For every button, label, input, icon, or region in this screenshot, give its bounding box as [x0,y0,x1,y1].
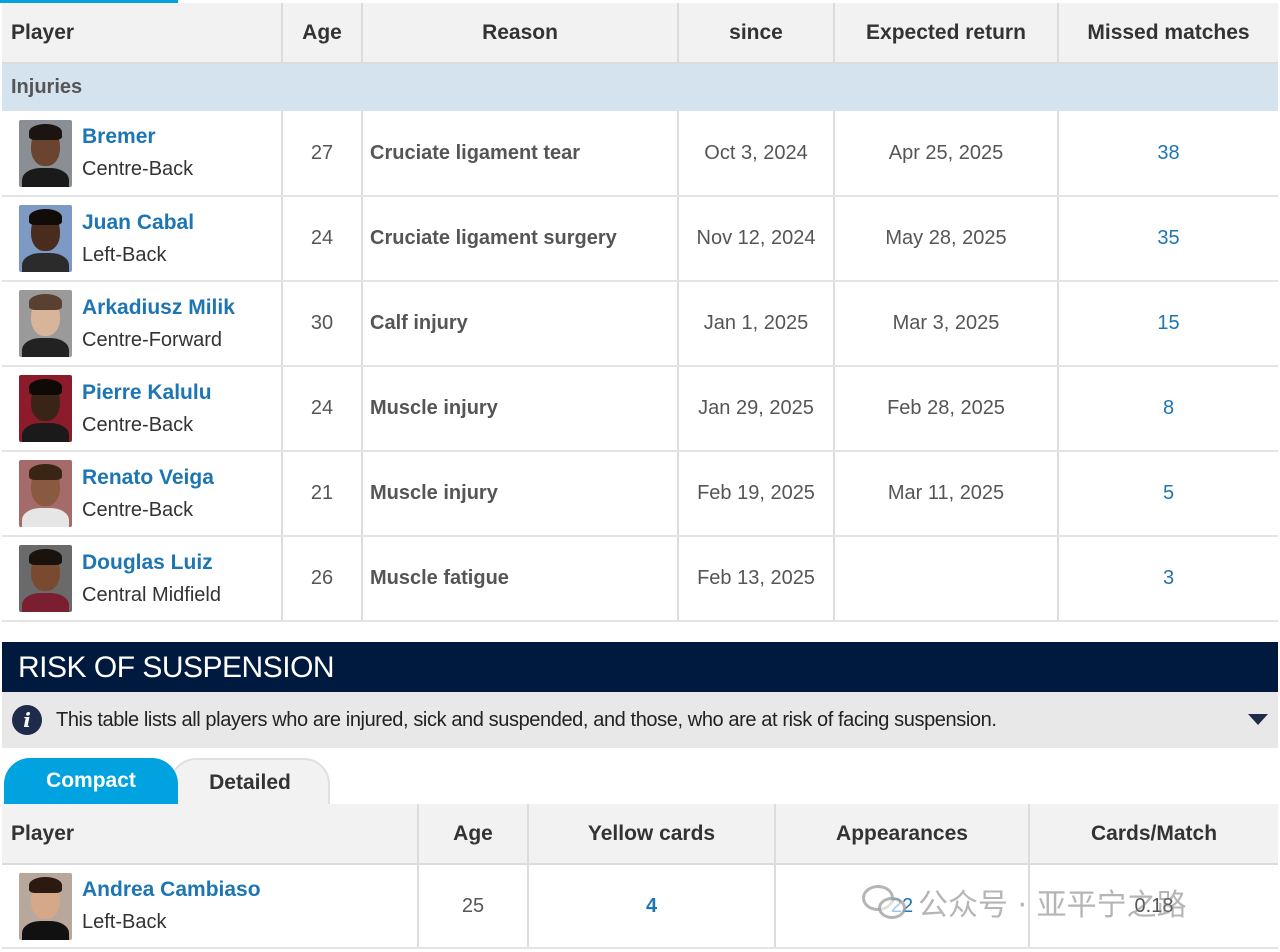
player-position: Centre-Back [82,413,194,436]
header-player[interactable]: Player [2,804,419,865]
yellow-cards-link[interactable]: 4 [528,864,776,949]
player-position: Centre-Back [82,498,194,521]
since-cell: Feb 13, 2025 [678,536,835,622]
header-yellow-cards[interactable]: Yellow cards [528,804,776,865]
player-cell: Pierre Kalulu Centre-Back [2,366,283,452]
player-name-link[interactable]: Bremer [82,125,156,148]
player-name-link[interactable]: Juan Cabal [82,210,195,234]
avatar[interactable] [19,872,72,940]
expected-return-cell: Mar 11, 2025 [834,451,1059,537]
age-cell: 24 [282,196,363,282]
avatar[interactable] [19,290,72,357]
table-row: Pierre Kalulu Centre-Back 24 Muscle inju… [2,366,1278,452]
avatar[interactable] [19,460,72,527]
player-position: Central Midfield [82,583,221,606]
player-name-link[interactable]: Andrea Cambiaso [82,878,261,901]
header-since[interactable]: since [678,3,835,64]
expected-return-cell: May 28, 2025 [834,196,1059,282]
reason-cell: Muscle injury [362,451,679,537]
player-cell: Arkadiusz Milik Centre-Forward [2,281,283,367]
avatar[interactable] [19,375,72,442]
player-cell: Juan Cabal Left-Back [2,196,283,282]
section-label: Injuries [2,63,1278,111]
player-cell: Renato Veiga Centre-Back [2,451,283,537]
player-name-link[interactable]: Renato Veiga [82,465,214,489]
player-name-link[interactable]: Douglas Luiz [82,550,213,574]
missed-matches-link[interactable]: 5 [1058,451,1278,537]
player-cell: Andrea Cambiaso Left-Back [2,864,419,949]
injuries-header-row: Player Age Reason since Expected return … [2,3,1278,64]
player-name-link[interactable]: Pierre Kalulu [82,380,212,404]
info-bar[interactable]: i This table lists all players who are i… [2,692,1278,748]
age-cell: 21 [282,451,363,537]
missed-matches-link[interactable]: 35 [1058,196,1278,282]
cards-per-match-cell: 0.18 [1029,864,1278,949]
missed-matches-link[interactable]: 3 [1058,536,1278,622]
table-row: Juan Cabal Left-Back 24 Cruciate ligamen… [2,196,1278,282]
header-reason[interactable]: Reason [362,3,679,64]
player-position: Left-Back [82,911,167,933]
since-cell: Nov 12, 2024 [678,196,835,282]
header-age[interactable]: Age [418,804,529,865]
age-cell: 30 [282,281,363,367]
section-row-injuries: Injuries [2,63,1278,111]
since-cell: Oct 3, 2024 [678,111,835,197]
header-appearances[interactable]: Appearances [775,804,1030,865]
player-position: Left-Back [82,243,167,266]
player-position: Centre-Forward [82,328,223,351]
suspension-header-row: Player Age Yellow cards Appearances Card… [2,804,1278,865]
table-row: Arkadiusz Milik Centre-Forward 30 Calf i… [2,281,1278,367]
expected-return-cell: Feb 28, 2025 [834,366,1059,452]
player-name-link[interactable]: Arkadiusz Milik [82,295,235,319]
info-icon: i [12,705,42,735]
player-position: Centre-Back [82,158,194,180]
table-row: Andrea Cambiaso Left-Back 25 4 22 0.18 [2,864,1278,949]
avatar[interactable] [19,205,72,272]
table-row: Renato Veiga Centre-Back 21 Muscle injur… [2,451,1278,537]
missed-matches-link[interactable]: 8 [1058,366,1278,452]
reason-cell: Muscle fatigue [362,536,679,622]
reason-cell: Muscle injury [362,366,679,452]
info-text: This table lists all players who are inj… [56,708,997,731]
tab-compact[interactable]: Compact [4,758,178,804]
player-cell: Bremer Centre-Back [2,111,283,197]
age-cell: 27 [282,111,363,197]
age-cell: 24 [282,366,363,452]
since-cell: Feb 19, 2025 [678,451,835,537]
header-player[interactable]: Player [2,3,283,64]
age-cell: 26 [282,536,363,622]
header-age[interactable]: Age [282,3,363,64]
avatar[interactable] [19,119,72,187]
expected-return-cell: Apr 25, 2025 [834,111,1059,197]
active-tab-indicator [0,0,178,3]
missed-matches-link[interactable]: 15 [1058,281,1278,367]
reason-cell: Calf injury [362,281,679,367]
reason-cell: Cruciate ligament tear [362,111,679,197]
expected-return-cell: Mar 3, 2025 [834,281,1059,367]
appearances-link[interactable]: 22 [775,864,1030,949]
header-expected-return[interactable]: Expected return [834,3,1059,64]
expected-return-cell [834,536,1059,622]
avatar[interactable] [19,545,72,612]
missed-matches-link[interactable]: 38 [1058,111,1278,197]
view-tabs: Detailed Compact [2,748,1278,804]
header-missed-matches[interactable]: Missed matches [1058,3,1278,64]
player-cell: Douglas Luiz Central Midfield [2,536,283,622]
table-row: Douglas Luiz Central Midfield 26 Muscle … [2,536,1278,622]
tab-detailed[interactable]: Detailed [170,758,330,804]
table-row: Bremer Centre-Back 27 Cruciate ligament … [2,111,1278,197]
since-cell: Jan 1, 2025 [678,281,835,367]
injuries-table: Player Age Reason since Expected return … [2,3,1278,622]
reason-cell: Cruciate ligament surgery [362,196,679,282]
age-cell: 25 [418,864,529,949]
header-cards-per-match[interactable]: Cards/Match [1029,804,1278,865]
since-cell: Jan 29, 2025 [678,366,835,452]
suspension-table: Player Age Yellow cards Appearances Card… [2,804,1278,949]
suspension-section-title: RISK OF SUSPENSION [2,642,1278,692]
caret-down-icon[interactable] [1248,714,1268,725]
